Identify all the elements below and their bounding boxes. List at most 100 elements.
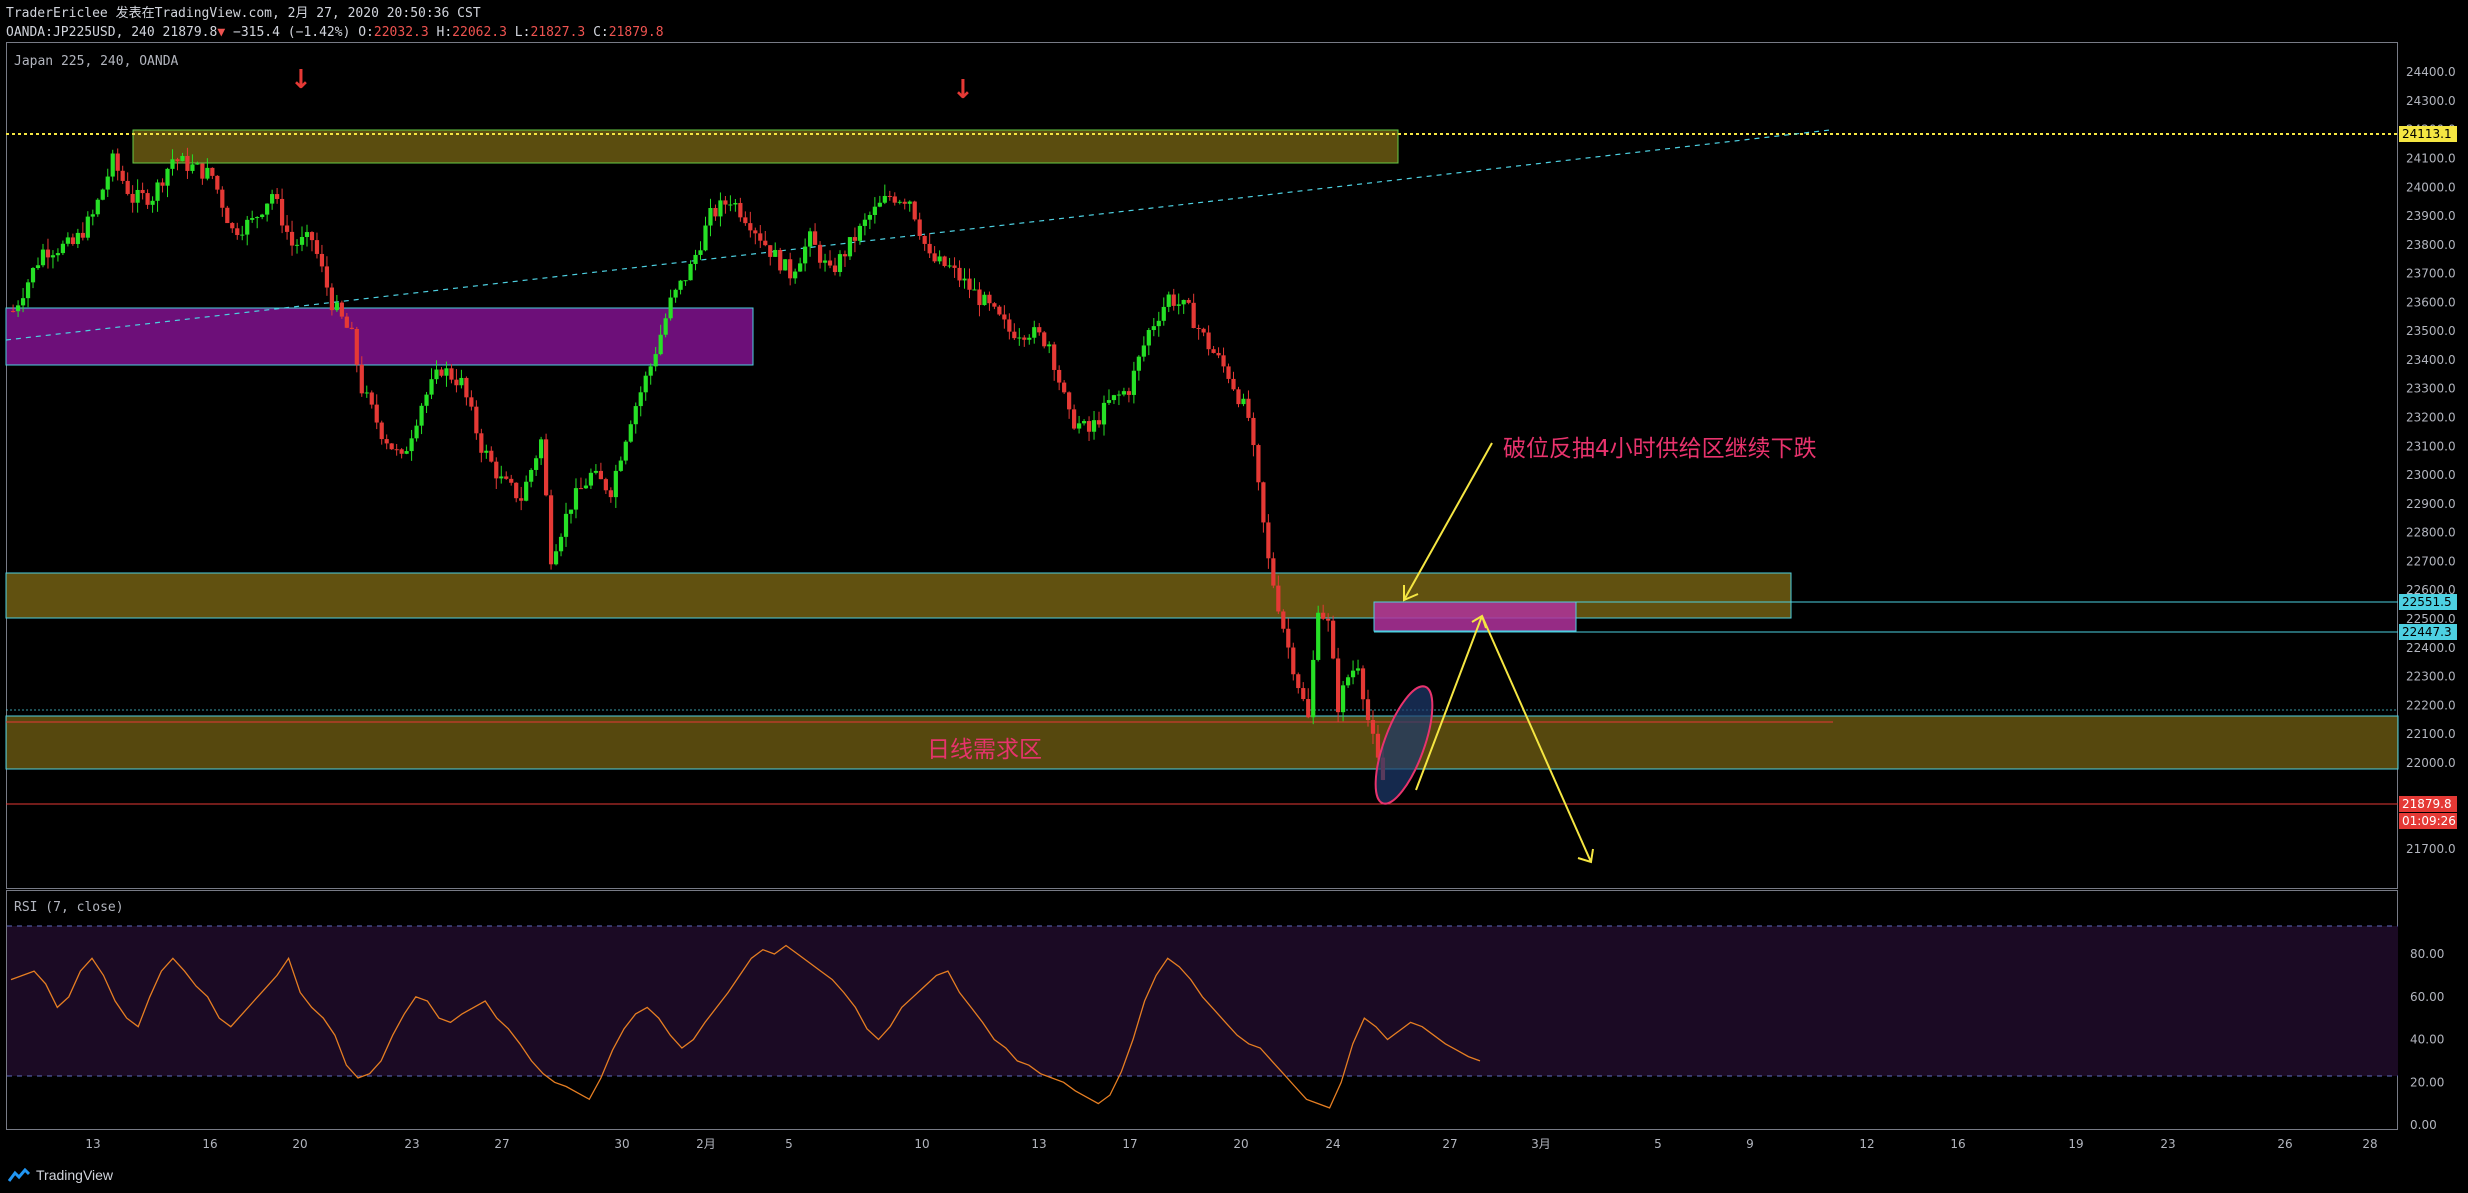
price-tick-label: 22600.0 bbox=[2406, 583, 2456, 597]
candle bbox=[877, 202, 882, 207]
footer-brand: TradingView bbox=[36, 1167, 114, 1183]
time-tick-label: 16 bbox=[202, 1137, 217, 1151]
candle bbox=[95, 199, 100, 215]
candle bbox=[832, 265, 838, 273]
ohlc-line: OANDA:JP225USD, 240 21879.8▼ −315.4 (−1.… bbox=[6, 23, 664, 42]
candle bbox=[693, 254, 698, 264]
candle bbox=[962, 278, 967, 281]
rsi-tick-label: 0.00 bbox=[2410, 1118, 2437, 1132]
candle bbox=[872, 206, 877, 215]
candle bbox=[319, 253, 325, 267]
price-tick-label: 23900.0 bbox=[2406, 209, 2456, 223]
candle bbox=[529, 469, 534, 482]
candle bbox=[289, 231, 295, 246]
price-tick-label: 23100.0 bbox=[2406, 439, 2456, 453]
time-tick-label: 26 bbox=[2277, 1137, 2292, 1151]
candle bbox=[1037, 327, 1042, 333]
candle bbox=[867, 214, 872, 220]
candle bbox=[339, 302, 344, 317]
rsi-tick-label: 60.00 bbox=[2410, 990, 2444, 1004]
time-tick-label: 9 bbox=[1746, 1137, 1754, 1151]
red-down-arrow-2: ↓ bbox=[952, 75, 974, 105]
candle bbox=[768, 245, 773, 257]
candle bbox=[1076, 423, 1082, 429]
candle bbox=[798, 263, 803, 272]
candle bbox=[1271, 558, 1276, 586]
candle bbox=[748, 223, 753, 231]
candle bbox=[354, 328, 359, 365]
candle bbox=[1136, 356, 1141, 371]
candle bbox=[225, 207, 230, 224]
candle bbox=[1370, 720, 1376, 734]
candle bbox=[1146, 330, 1151, 346]
candle bbox=[245, 219, 250, 235]
candle bbox=[788, 259, 793, 279]
candle bbox=[499, 476, 504, 479]
candle bbox=[773, 249, 778, 257]
candle bbox=[270, 194, 275, 204]
candle bbox=[678, 280, 683, 290]
candle bbox=[474, 406, 479, 434]
candle bbox=[524, 481, 529, 501]
candle bbox=[265, 203, 270, 215]
trend-line bbox=[5, 129, 1831, 341]
open-value: 22032.3 bbox=[373, 25, 429, 40]
candle bbox=[1360, 668, 1366, 700]
candle bbox=[1296, 674, 1301, 689]
low-label: L: bbox=[514, 25, 531, 40]
candle bbox=[175, 159, 180, 162]
candle bbox=[30, 268, 36, 283]
candle bbox=[504, 476, 509, 479]
candle bbox=[165, 168, 170, 186]
price-axis: 24400.024300.024200.024100.024000.023900… bbox=[2406, 65, 2456, 856]
candle bbox=[683, 280, 688, 282]
candle bbox=[444, 368, 449, 376]
candle bbox=[608, 490, 613, 498]
candle bbox=[140, 189, 145, 194]
candle bbox=[294, 244, 300, 246]
candle bbox=[1350, 670, 1356, 678]
candle bbox=[130, 193, 135, 203]
candle bbox=[1151, 326, 1156, 331]
footer[interactable]: TradingView bbox=[8, 1163, 113, 1187]
candle bbox=[374, 404, 379, 423]
candle bbox=[793, 271, 798, 279]
candle bbox=[808, 231, 813, 247]
candle bbox=[753, 230, 758, 234]
candle bbox=[379, 422, 384, 440]
candle bbox=[484, 450, 489, 453]
candle bbox=[534, 458, 539, 470]
candle bbox=[65, 237, 70, 244]
candle bbox=[240, 234, 245, 236]
candle bbox=[1181, 299, 1186, 305]
candle bbox=[70, 237, 75, 245]
candle bbox=[389, 443, 394, 450]
candle bbox=[1291, 647, 1296, 675]
candle bbox=[150, 200, 155, 205]
candle bbox=[1231, 378, 1236, 390]
candle bbox=[1355, 668, 1361, 671]
candle bbox=[803, 246, 808, 264]
candle bbox=[324, 266, 330, 288]
candle bbox=[583, 485, 589, 489]
candle bbox=[703, 225, 708, 251]
candle bbox=[115, 153, 120, 171]
price-tick-label: 23500.0 bbox=[2406, 324, 2456, 338]
candle bbox=[125, 180, 130, 194]
candle bbox=[90, 214, 95, 217]
small-purple-zone bbox=[1373, 601, 1577, 632]
candle bbox=[967, 278, 972, 290]
time-tick-label: 20 bbox=[292, 1137, 307, 1151]
candle bbox=[284, 225, 290, 232]
price-tick-label: 22900.0 bbox=[2406, 497, 2456, 511]
candle bbox=[314, 240, 320, 254]
price-tags: 24113.1 22551.5 22447.3 21879.8 01:09:26 bbox=[2399, 126, 2457, 829]
candle bbox=[1096, 420, 1102, 425]
price-pane[interactable] bbox=[6, 42, 2398, 889]
candle bbox=[1340, 685, 1346, 713]
candle bbox=[514, 482, 519, 499]
candle bbox=[364, 392, 369, 394]
candle bbox=[1166, 294, 1171, 307]
last-price: 21879.8 bbox=[162, 25, 218, 40]
